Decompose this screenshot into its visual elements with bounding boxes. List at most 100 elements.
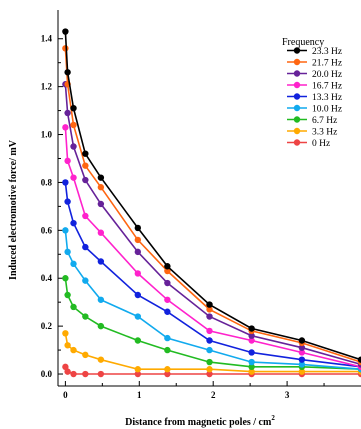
data-point (164, 263, 171, 270)
data-point (357, 356, 361, 363)
series-3_3-hz (62, 330, 361, 375)
data-point (97, 200, 105, 208)
legend-swatch-marker (293, 93, 301, 100)
legend-title: Frequency (282, 37, 324, 48)
data-point (134, 337, 142, 344)
data-point (64, 368, 71, 375)
series-0-hz (62, 363, 361, 378)
data-point (62, 124, 69, 131)
data-point (134, 270, 142, 277)
data-point (134, 366, 142, 373)
data-point (134, 291, 142, 299)
data-point (62, 275, 69, 282)
series-line (64, 127, 361, 368)
data-point (82, 150, 89, 157)
data-point (248, 358, 255, 366)
data-point (164, 308, 171, 315)
legend-item: 16.7 Hz (287, 82, 342, 92)
data-point (97, 184, 105, 191)
x-axis-label: Distance from magnetic poles / cm2 (125, 414, 275, 428)
legend-swatch-marker (293, 47, 301, 54)
data-point (64, 342, 71, 349)
axes: 0.0 0.2 0.4 0.6 0.8 1.0 1.2 1.4 0 1 2 3 (41, 10, 361, 400)
series-line (64, 84, 361, 366)
data-point (206, 358, 213, 366)
data-point (134, 248, 142, 256)
data-point (82, 277, 89, 284)
legend-swatch-marker (293, 70, 301, 77)
x-tick-label: 2 (211, 390, 216, 400)
data-point (97, 356, 105, 363)
x-axis-label-superscript: 2 (271, 414, 275, 422)
data-point (206, 313, 213, 320)
series-10_0-hz (62, 227, 361, 373)
data-point (82, 243, 89, 251)
data-point (206, 346, 213, 354)
data-point (70, 219, 77, 227)
legend-label: 0 Hz (312, 139, 330, 149)
data-point (206, 366, 213, 373)
legend-item: 0 Hz (287, 139, 330, 149)
data-point (64, 109, 71, 117)
legend-swatch-marker (293, 139, 301, 146)
data-point (248, 363, 255, 371)
x-tick-label: 1 (137, 390, 142, 400)
data-point (62, 28, 69, 35)
legend-label: 23.3 Hz (312, 47, 342, 57)
data-point (248, 368, 255, 375)
data-point (206, 301, 213, 308)
y-tick-label: 0.8 (41, 177, 53, 187)
legend-swatch-marker (293, 104, 301, 112)
data-point (248, 337, 255, 344)
data-point (64, 157, 71, 165)
series-13_3-hz (62, 179, 361, 371)
data-point (70, 346, 77, 354)
data-point (134, 236, 142, 244)
data-point (70, 370, 77, 378)
legend-label: 10.0 Hz (312, 105, 342, 115)
data-point (298, 344, 306, 351)
legend-label: 21.7 Hz (312, 59, 342, 69)
data-point (62, 363, 69, 371)
legend-label: 16.7 Hz (312, 82, 342, 92)
data-point (70, 174, 77, 181)
legend-item: 23.3 Hz (287, 47, 342, 57)
legend-swatch-marker (293, 58, 301, 66)
legend-label: 3.3 Hz (312, 128, 337, 138)
series-layer (62, 28, 361, 378)
data-point (97, 229, 105, 236)
data-point (62, 330, 69, 337)
data-point (164, 334, 171, 342)
data-point (164, 366, 171, 373)
data-point (97, 258, 105, 265)
legend-item: 6.7 Hz (287, 116, 337, 126)
y-tick-label: 0.0 (41, 369, 53, 379)
data-point (70, 303, 77, 311)
legend-label: 6.7 Hz (312, 116, 337, 126)
data-point (97, 370, 105, 378)
legend-label: 13.3 Hz (312, 93, 342, 103)
data-point (298, 356, 306, 363)
data-point (97, 174, 105, 181)
data-point (164, 267, 171, 275)
data-point (134, 370, 142, 378)
data-point (298, 337, 306, 344)
data-point (298, 349, 306, 356)
data-point (206, 370, 213, 378)
series-23_3-hz (62, 28, 361, 363)
data-point (82, 176, 89, 184)
legend-item: 21.7 Hz (287, 59, 342, 69)
data-point (62, 179, 69, 186)
data-point (206, 337, 213, 344)
series-16_7-hz (62, 124, 361, 371)
data-point (298, 368, 306, 375)
series-21_7-hz (62, 45, 361, 366)
data-point (97, 296, 105, 303)
data-point (70, 143, 77, 150)
x-tick-label: 3 (285, 390, 290, 400)
data-point (64, 291, 71, 299)
series-6_7-hz (62, 275, 361, 373)
data-point (164, 346, 171, 354)
